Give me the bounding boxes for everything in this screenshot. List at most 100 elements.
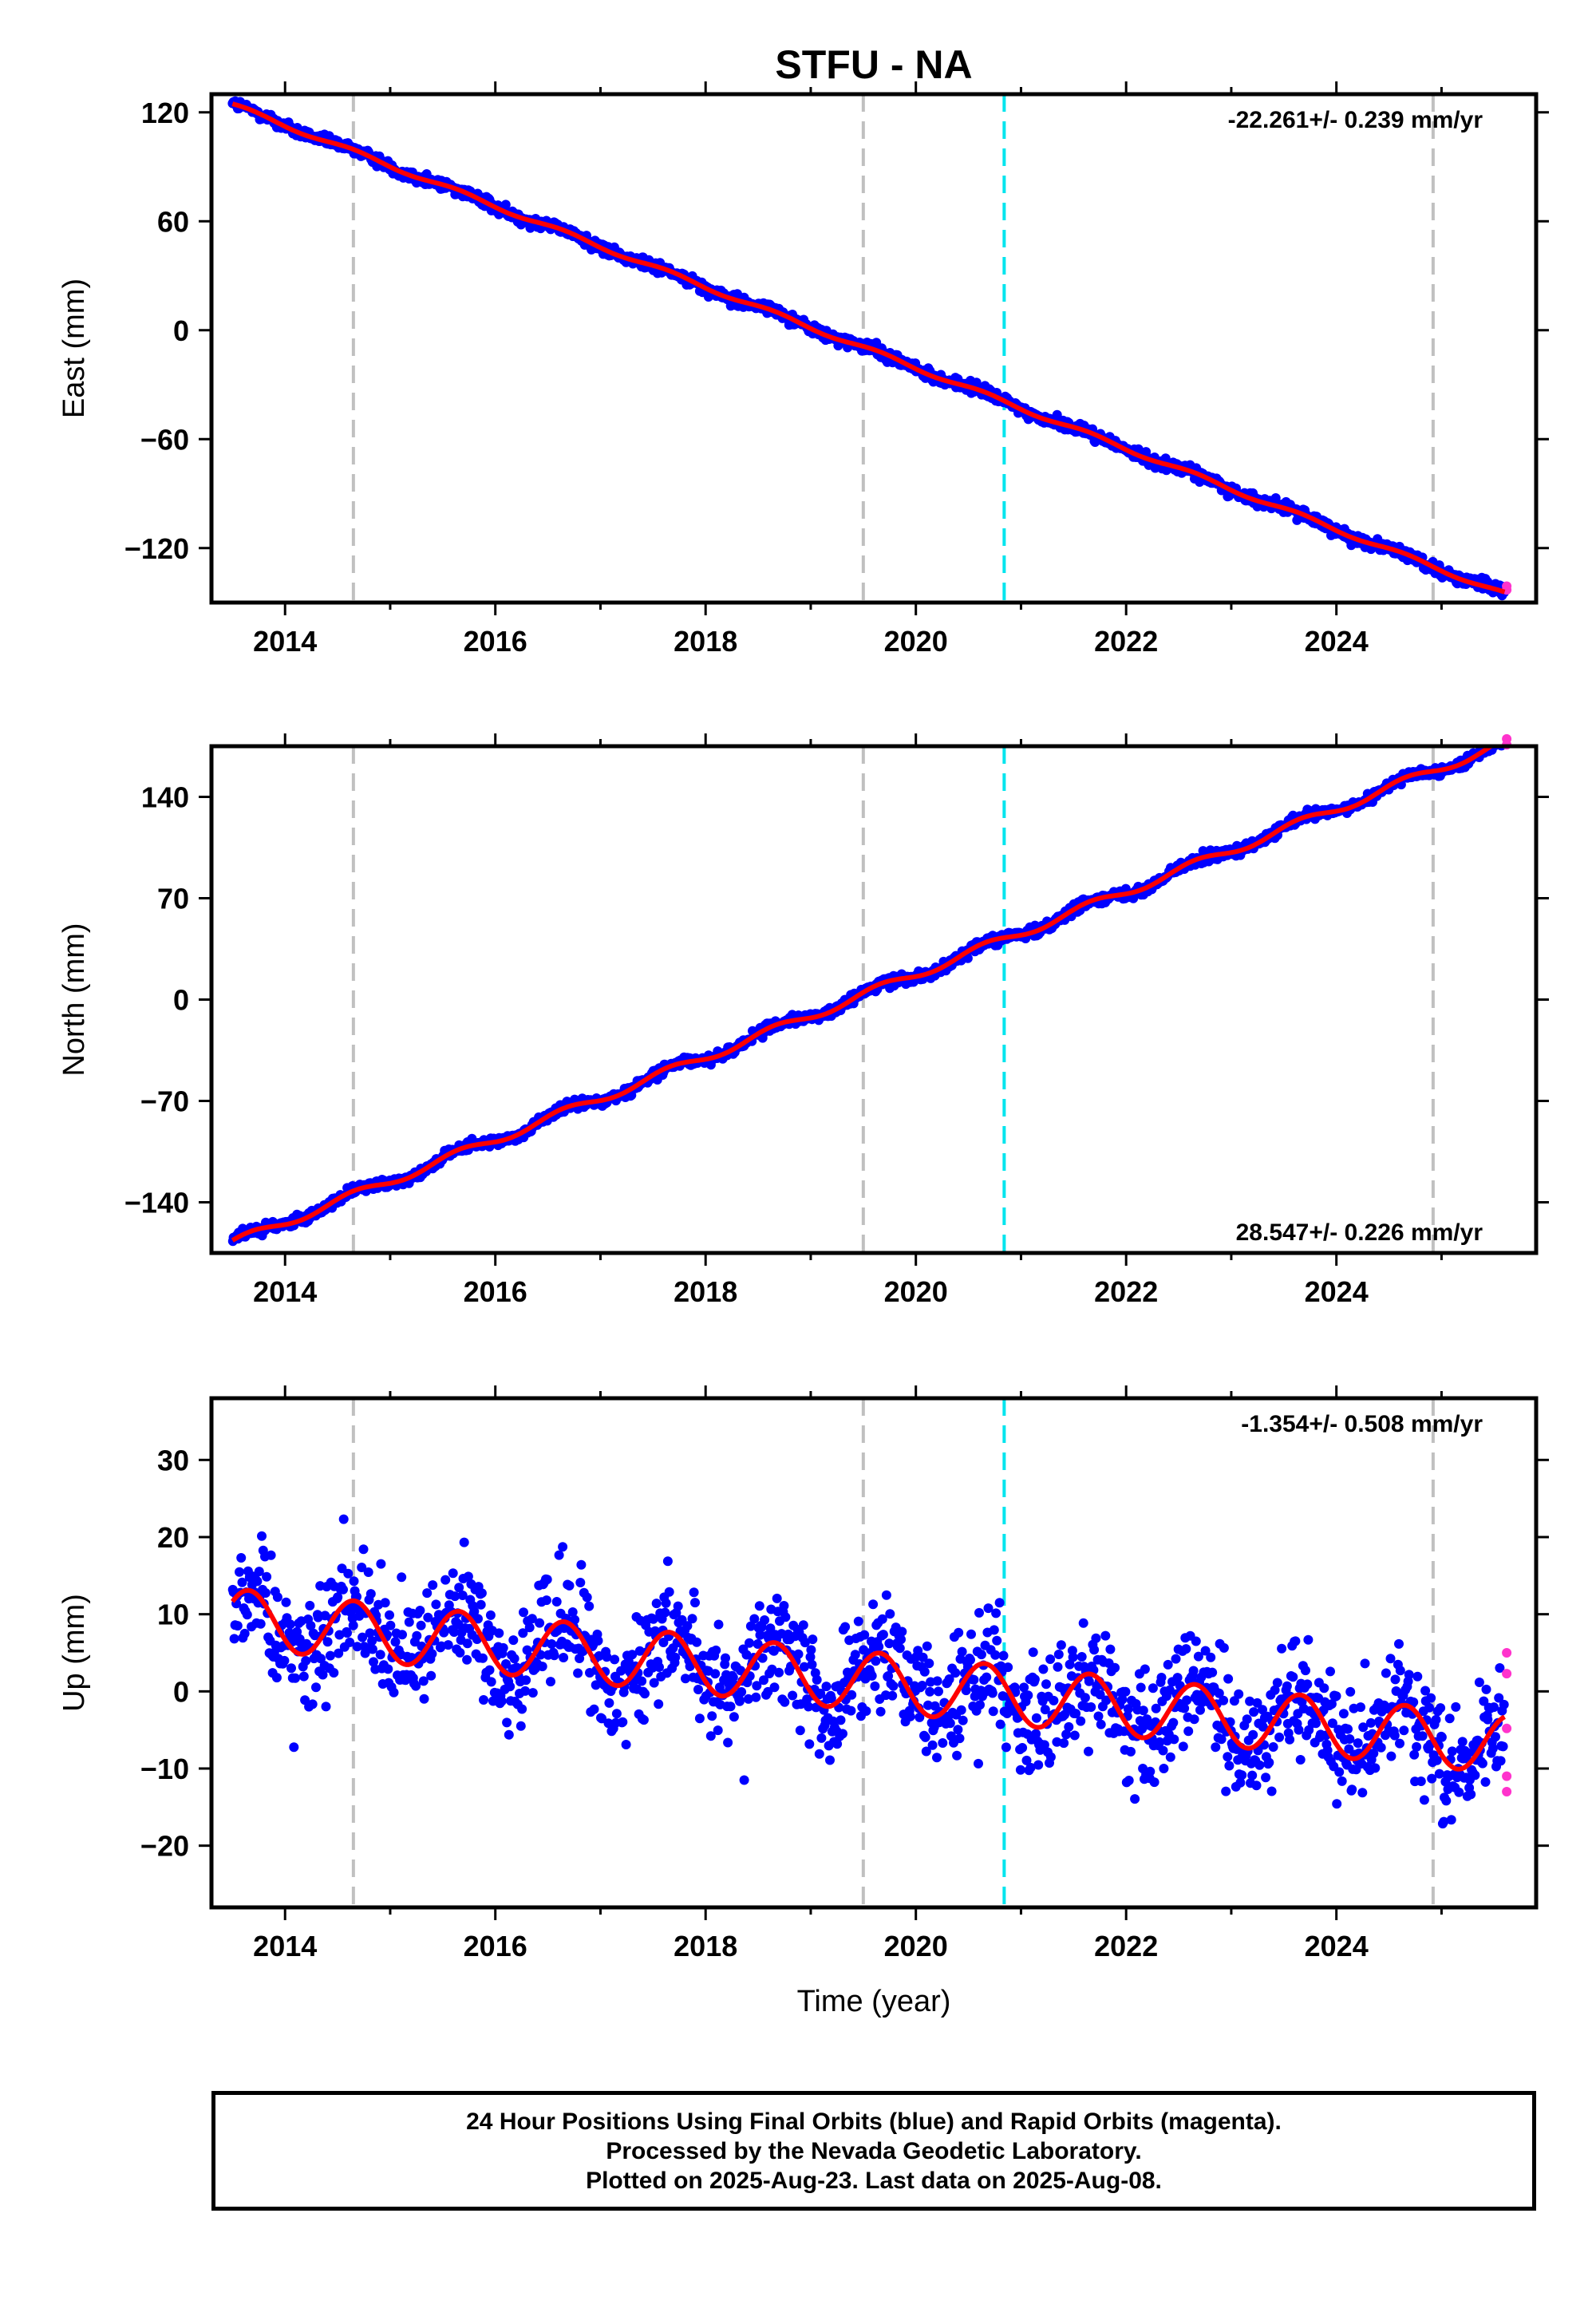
final-orbit-point: [1065, 1659, 1075, 1670]
final-orbit-point: [262, 1571, 272, 1582]
final-orbit-point: [478, 1653, 488, 1663]
final-orbit-point: [397, 1630, 407, 1640]
final-orbit-point: [1360, 1658, 1370, 1669]
model-fit-line: [231, 101, 1506, 595]
final-orbit-point: [1200, 1646, 1211, 1656]
final-orbit-point: [1025, 1762, 1036, 1773]
x-tick-label: 2014: [253, 1275, 317, 1308]
final-orbit-point: [357, 1563, 367, 1572]
final-orbit-point: [1290, 1636, 1301, 1646]
final-orbit-point: [271, 1673, 282, 1683]
final-orbit-point: [1041, 1679, 1051, 1690]
final-orbit-point: [1242, 1714, 1252, 1725]
final-orbit-point: [1158, 1745, 1168, 1756]
final-orbit-point: [867, 1670, 877, 1681]
final-orbit-point: [1064, 1721, 1074, 1732]
final-orbit-point: [604, 1697, 614, 1708]
final-orbit-point: [426, 1670, 437, 1681]
final-orbit-point: [821, 1682, 832, 1692]
final-orbit-point: [1487, 1743, 1498, 1753]
final-orbit-point: [310, 1630, 320, 1641]
final-orbit-point: [1417, 1731, 1428, 1741]
final-orbit-point: [774, 1667, 784, 1678]
final-orbit-point: [546, 1677, 555, 1687]
final-orbit-point: [934, 1686, 943, 1697]
final-orbit-point: [597, 1713, 607, 1724]
final-orbit-point: [1029, 1674, 1040, 1685]
final-orbit-point: [1326, 1699, 1337, 1709]
final-orbit-point: [1245, 1696, 1255, 1706]
final-orbit-point: [1151, 1703, 1161, 1713]
final-orbit-point: [1495, 1663, 1505, 1673]
x-tick-label: 2018: [674, 625, 737, 658]
final-orbit-point: [1274, 1732, 1285, 1742]
final-orbit-point: [473, 1614, 483, 1624]
final-orbit-point: [648, 1614, 658, 1624]
final-orbit-point: [454, 1583, 464, 1593]
final-orbit-point: [1420, 1686, 1431, 1696]
final-orbit-point: [757, 1653, 768, 1663]
final-orbit-point: [1160, 453, 1171, 464]
final-orbit-point: [924, 1658, 934, 1669]
final-orbit-point: [1432, 1755, 1442, 1765]
final-orbit-point: [1023, 1690, 1033, 1701]
final-orbit-point: [508, 1635, 519, 1646]
final-orbit-point: [334, 1648, 344, 1658]
final-orbit-point: [745, 1621, 756, 1631]
final-orbit-point: [1252, 1697, 1262, 1708]
final-orbit-point: [1045, 1752, 1056, 1762]
final-orbit-point: [649, 1678, 659, 1688]
y-axis-title: East (mm): [57, 279, 91, 418]
final-orbit-point: [1171, 1654, 1181, 1664]
final-orbit-point: [1332, 1799, 1342, 1809]
final-orbit-point: [290, 1673, 300, 1683]
final-orbit-point: [838, 1729, 847, 1739]
final-orbit-point: [380, 1598, 390, 1608]
final-orbit-point: [1327, 1718, 1337, 1729]
final-orbit-point: [484, 1665, 495, 1675]
final-orbit-point: [751, 1692, 761, 1702]
final-orbit-point: [957, 1646, 967, 1657]
final-orbit-point: [1120, 1686, 1131, 1697]
final-orbit-point: [1224, 1761, 1235, 1771]
final-orbit-point: [412, 1630, 422, 1641]
rapid-orbit-point: [1502, 733, 1512, 744]
final-orbit-point: [611, 1709, 622, 1719]
final-orbit-point: [554, 1550, 564, 1560]
final-orbit-point: [1474, 1678, 1484, 1687]
final-orbit-point: [932, 1676, 942, 1686]
final-orbit-point: [1408, 1697, 1419, 1707]
final-orbit-point: [457, 1591, 468, 1600]
final-orbit-point: [1149, 1777, 1159, 1788]
final-orbit-point: [1001, 1742, 1011, 1753]
final-orbit-point: [318, 1670, 328, 1680]
final-orbit-point: [734, 1696, 745, 1706]
final-orbit-point: [390, 1637, 401, 1647]
final-orbit-point: [1156, 1673, 1167, 1682]
final-orbit-point: [518, 1628, 528, 1638]
final-orbit-point: [884, 1638, 895, 1649]
final-orbit-point: [1069, 1730, 1080, 1741]
final-orbit-point: [573, 1668, 583, 1678]
final-orbit-point: [915, 1712, 925, 1722]
final-orbit-points: [227, 1514, 1509, 1829]
final-orbit-point: [517, 1704, 527, 1714]
final-orbit-point: [232, 1621, 243, 1631]
x-axis-title: Time (year): [797, 1985, 951, 2018]
final-orbit-point: [358, 1632, 368, 1642]
final-orbit-point: [950, 1668, 961, 1678]
final-orbit-point: [723, 1737, 733, 1748]
final-orbit-point: [953, 1725, 963, 1735]
final-orbit-point: [1261, 1773, 1271, 1783]
final-orbit-point: [1419, 1795, 1429, 1805]
final-orbit-point: [760, 1615, 770, 1625]
final-orbit-point: [1272, 1678, 1282, 1688]
final-orbit-point: [1031, 1729, 1041, 1739]
final-orbit-point: [788, 1690, 798, 1701]
final-orbit-point: [1100, 1630, 1111, 1641]
final-orbit-point: [982, 1672, 992, 1682]
final-orbit-point: [1481, 1684, 1491, 1694]
final-orbit-point: [1140, 1664, 1150, 1674]
final-orbit-point: [651, 1599, 662, 1609]
final-orbit-point: [1390, 1674, 1400, 1685]
